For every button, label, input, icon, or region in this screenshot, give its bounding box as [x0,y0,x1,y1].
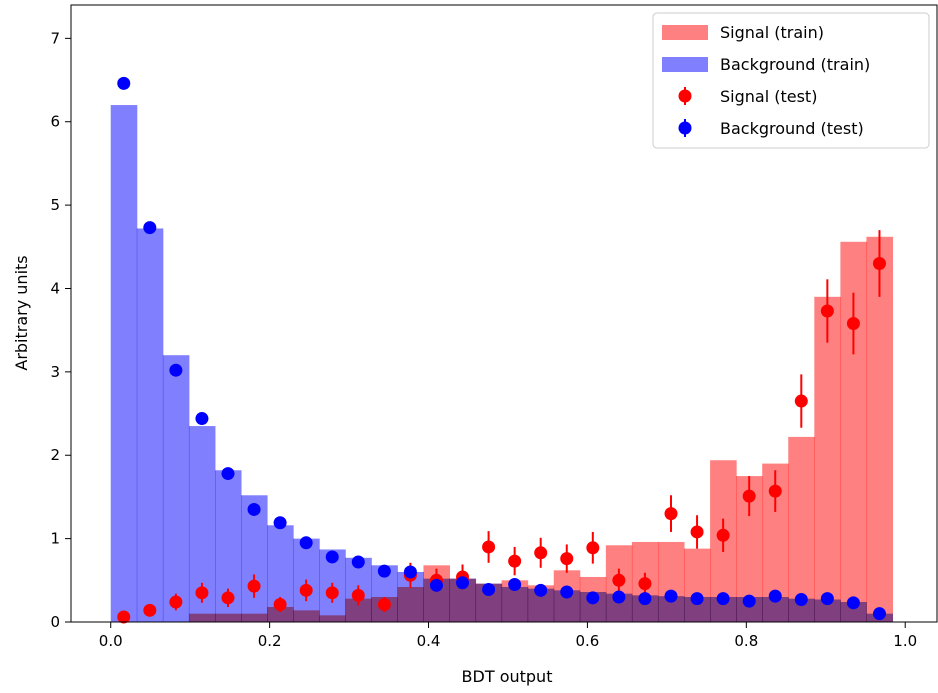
point-signal-test-9 [351,588,365,602]
x-tick-label: 0.8 [734,632,758,650]
point-background-test-29 [872,607,886,621]
legend-marker-signal-test [678,89,692,103]
point-background-test-17 [560,585,574,599]
y-tick-label: 6 [50,113,60,131]
point-background-test-3 [195,412,209,426]
point-background-test-2 [169,363,183,377]
x-tick-label: 0.4 [417,632,441,650]
point-signal-test-10 [377,597,391,611]
hist-bar-background-train-2 [162,355,190,622]
point-signal-test-4 [221,591,235,605]
point-signal-test-26 [794,394,808,408]
legend-label-background-test: Background (test) [720,119,864,138]
legend: Signal (train) Background (train) Signal (… [652,12,930,149]
hist-bar-background-train-26 [788,598,815,622]
legend-swatch-background-train [662,57,708,72]
y-tick-label: 1 [50,530,60,548]
point-signal-test-15 [508,554,522,568]
point-signal-test-6 [273,597,287,611]
hist-bar-background-train-27 [814,599,841,622]
point-signal-test-27 [820,304,834,318]
point-signal-test-19 [612,573,626,587]
legend-label-signal-train: Signal (train) [720,23,824,42]
point-background-test-4 [221,467,235,481]
point-background-test-25 [768,589,782,603]
point-background-test-15 [508,577,522,591]
point-background-test-16 [534,583,548,597]
point-background-test-12 [429,578,443,592]
point-background-test-22 [690,592,704,606]
point-signal-test-18 [586,541,600,555]
legend-swatch-signal-train [662,25,708,40]
point-background-test-11 [403,565,417,579]
hist-bar-background-train-5 [241,495,268,622]
point-signal-test-16 [534,546,548,560]
point-signal-test-29 [872,256,886,270]
x-tick-label: 0.6 [575,632,599,650]
hist-bar-background-train-15 [501,586,529,622]
point-background-test-1 [143,221,157,235]
point-background-test-21 [664,589,678,603]
point-background-test-27 [820,592,834,606]
y-tick-label: 4 [50,279,60,297]
x-axis-label: BDT output [462,667,553,686]
point-signal-test-24 [742,489,756,503]
point-background-test-20 [638,592,652,606]
point-background-test-28 [846,596,860,610]
point-signal-test-17 [560,552,574,566]
legend-box [652,12,930,149]
point-signal-test-7 [299,583,313,597]
point-background-test-26 [794,592,808,606]
y-tick-label: 3 [50,363,60,381]
point-signal-test-23 [716,528,730,542]
point-signal-test-22 [690,525,704,539]
y-tick-label: 7 [50,29,60,47]
y-axis-label: Arbitrary units [12,255,31,370]
point-signal-test-8 [325,586,339,600]
legend-label-signal-test: Signal (test) [720,87,817,106]
point-background-test-10 [377,564,391,578]
y-tick-label: 2 [50,446,60,464]
point-background-test-7 [299,536,313,550]
point-signal-test-28 [846,317,860,331]
legend-marker-background-test [678,121,692,135]
point-background-test-8 [325,550,339,564]
point-signal-test-14 [482,540,496,554]
errorbar-layer [117,76,886,624]
point-background-test-19 [612,590,626,604]
point-background-test-5 [247,502,261,516]
point-signal-test-20 [638,577,652,591]
y-tick-label: 5 [50,196,60,214]
point-background-test-9 [351,555,365,569]
hist-bar-signal-train-29 [866,236,894,623]
x-tick-label: 0.0 [99,632,123,650]
point-signal-test-3 [195,586,209,600]
point-background-test-13 [456,576,470,590]
legend-label-background-train: Background (train) [720,55,870,74]
y-tick-label: 0 [50,613,60,631]
point-background-test-6 [273,516,287,530]
hist-bar-signal-train-27 [814,296,841,622]
hist-bar-background-train-0 [110,105,138,622]
plot-frame [70,4,938,623]
point-signal-test-2 [169,595,183,609]
point-signal-test-0 [117,610,131,624]
hist-bar-background-train-28 [840,601,867,622]
point-background-test-0 [117,76,131,90]
point-signal-test-5 [247,579,261,593]
point-background-test-14 [482,582,496,596]
hist-bar-signal-train-26 [788,436,815,622]
point-signal-test-25 [768,484,782,498]
x-tick-label: 0.2 [258,632,282,650]
point-background-test-18 [586,591,600,605]
point-background-test-24 [742,594,756,608]
point-signal-test-1 [143,603,157,617]
point-signal-test-21 [664,507,678,521]
point-background-test-23 [716,592,730,606]
axes-layer: 0.0 0.2 0.4 0.6 0.8 1.0 0 1 2 3 4 5 6 7 [50,29,917,650]
hist-bar-background-train-1 [136,228,164,623]
x-tick-label: 1.0 [893,632,917,650]
